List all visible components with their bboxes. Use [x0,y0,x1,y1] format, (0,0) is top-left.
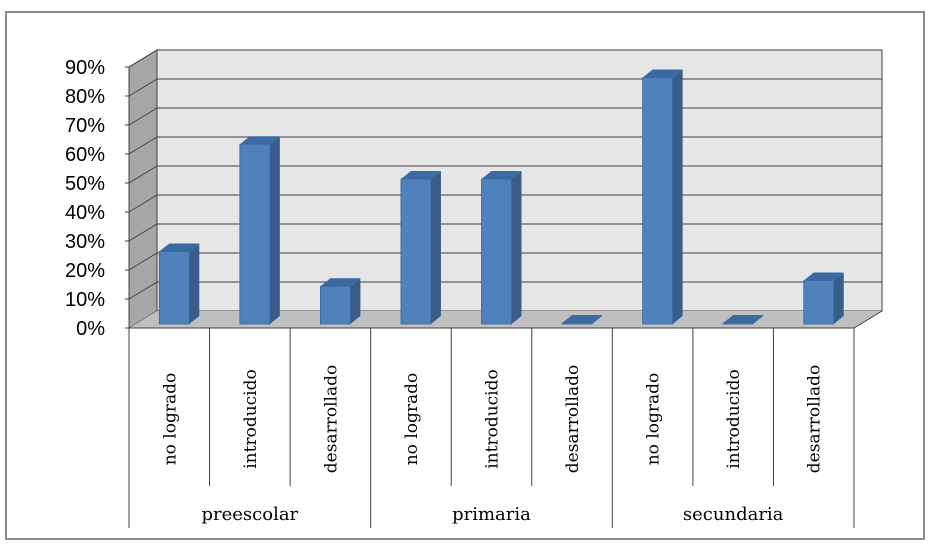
gridline-side [128,194,158,213]
bar-front [319,285,351,325]
bar-top [803,272,844,281]
y-tick-label: 20% [65,260,105,282]
bar-side [753,315,764,324]
y-tick-label: 90% [65,57,105,79]
x-category-label: desarrollado [563,365,583,473]
gridline-side [128,107,158,126]
y-tick-label: 60% [65,144,105,166]
bar-front [481,178,512,325]
x-group-label: secundaria [683,504,784,525]
gridline-side [128,165,158,184]
bar [722,315,764,325]
bar-front [642,77,674,325]
bar-top [723,315,764,323]
x-category-label: introducido [724,369,744,469]
bar-side [511,171,522,324]
bar-top [642,69,683,78]
bar [803,272,844,325]
x-category-label: introducido [483,369,503,469]
bar-side [430,171,441,324]
bar-top [562,315,603,323]
gridline-side [128,281,158,300]
bar-side [672,69,683,324]
bar [239,136,280,325]
y-tick-label: 40% [65,202,105,224]
bar [158,243,200,325]
bar-side [592,315,603,324]
bar-front [722,322,754,325]
gridline-side [128,252,158,271]
bars [158,69,844,325]
x-category-label: no logrado [644,373,664,466]
bar-side [189,243,200,324]
y-axis: 0% 10% 20% 30% 40% 50% 60% 70% 80% 90% [65,57,130,340]
bar-front [400,178,432,325]
side-wall [128,49,158,329]
x-category-label: no logrado [160,373,180,466]
x-category-label: no logrado [402,373,422,466]
y-tick-label: 50% [65,173,105,195]
bar [642,69,683,325]
y-tick-label: 80% [65,86,105,108]
bar-side [833,272,844,324]
bar-top [400,171,441,179]
y-tick-label: 30% [65,231,105,253]
y-tick-label: 10% [65,289,105,311]
bar [400,171,441,325]
x-category-label: introducido [241,369,261,469]
bar [561,315,603,325]
x-group-label: primaria [452,504,531,525]
x-category-label: desarrollado [805,365,825,473]
bar-top [320,278,361,287]
gridline-side [128,49,158,68]
x-group-label: preescolar [201,504,298,525]
bar-front [158,251,190,325]
gridline-side [128,223,158,242]
bar-side [269,136,280,324]
gridline-side [128,136,158,155]
gridline-side [128,78,158,97]
bar-top [239,136,280,145]
bar-top [481,171,522,179]
y-tick-label: 0% [76,318,105,340]
bar [481,171,522,325]
bar [319,278,361,325]
y-tick-label: 70% [65,115,105,137]
x-axis: no logrado introducido desarrollado no logr… [128,328,855,528]
bar-front [239,143,271,325]
bar-front [561,322,593,325]
bar-top [159,243,200,252]
bar-front [803,280,835,325]
bar-side [350,278,361,324]
floor-edge-right [853,310,883,329]
x-category-label: desarrollado [321,365,341,473]
